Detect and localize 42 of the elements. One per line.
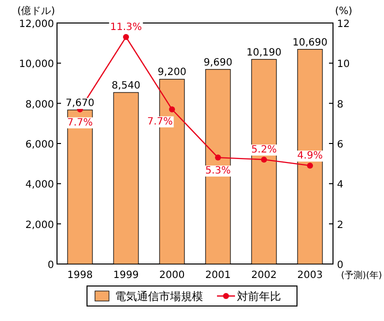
x-tick-label: 1998 — [67, 270, 93, 281]
data-label: 5.2% — [251, 144, 277, 156]
y2-tick-label: 10 — [337, 59, 350, 70]
data-label: 9,200 — [158, 67, 186, 78]
data-label: 10,190 — [246, 47, 282, 58]
data-label: 11.3% — [110, 22, 142, 34]
x-tick-label: 2002 — [251, 270, 277, 281]
point — [169, 106, 175, 112]
x-tick-label: 2000 — [159, 270, 185, 281]
point — [261, 156, 267, 163]
y2-tick-label: 8 — [337, 99, 344, 110]
y2-tick-label: 2 — [337, 220, 344, 231]
y-tick-label: 6,000 — [25, 140, 54, 150]
y2-tick-label: 0 — [337, 260, 344, 271]
y2-tick-label: 12 — [337, 19, 350, 30]
data-label: 7.7% — [67, 117, 93, 128]
y-tick-label: 10,000 — [19, 59, 54, 70]
x-axis-title: (予測)(年) — [340, 270, 382, 281]
y-tick-label: 12,000 — [19, 19, 54, 30]
y2-axis-title: (%) — [335, 6, 352, 17]
y-axis-title: (億ドル) — [17, 5, 56, 17]
data-label: 7.7% — [147, 116, 173, 128]
legend-label: 対前年比 — [237, 290, 281, 303]
data-label: 10,690 — [292, 37, 328, 48]
point — [215, 154, 221, 161]
y-tick-label: 4,000 — [25, 180, 54, 191]
point — [123, 34, 129, 40]
x-tick-label: 1999 — [113, 270, 139, 281]
data-label: 5.3% — [205, 166, 231, 177]
data-label: 8,540 — [112, 80, 140, 92]
legend-label: 電気通信市場規模 — [115, 290, 203, 303]
y-tick-label: 2,000 — [25, 220, 54, 231]
y2-tick-label: 6 — [337, 140, 344, 150]
x-tick-label: 2001 — [205, 270, 231, 281]
data-label: 9,690 — [204, 57, 232, 68]
point — [307, 162, 313, 169]
data-label: 7,670 — [66, 98, 94, 109]
y2-tick-label: 4 — [337, 180, 344, 191]
y-tick-label: 0 — [48, 260, 54, 271]
y-tick-label: 8,000 — [25, 99, 54, 110]
data-label: 4.9% — [297, 150, 323, 162]
x-tick-label: 2003 — [297, 270, 323, 281]
